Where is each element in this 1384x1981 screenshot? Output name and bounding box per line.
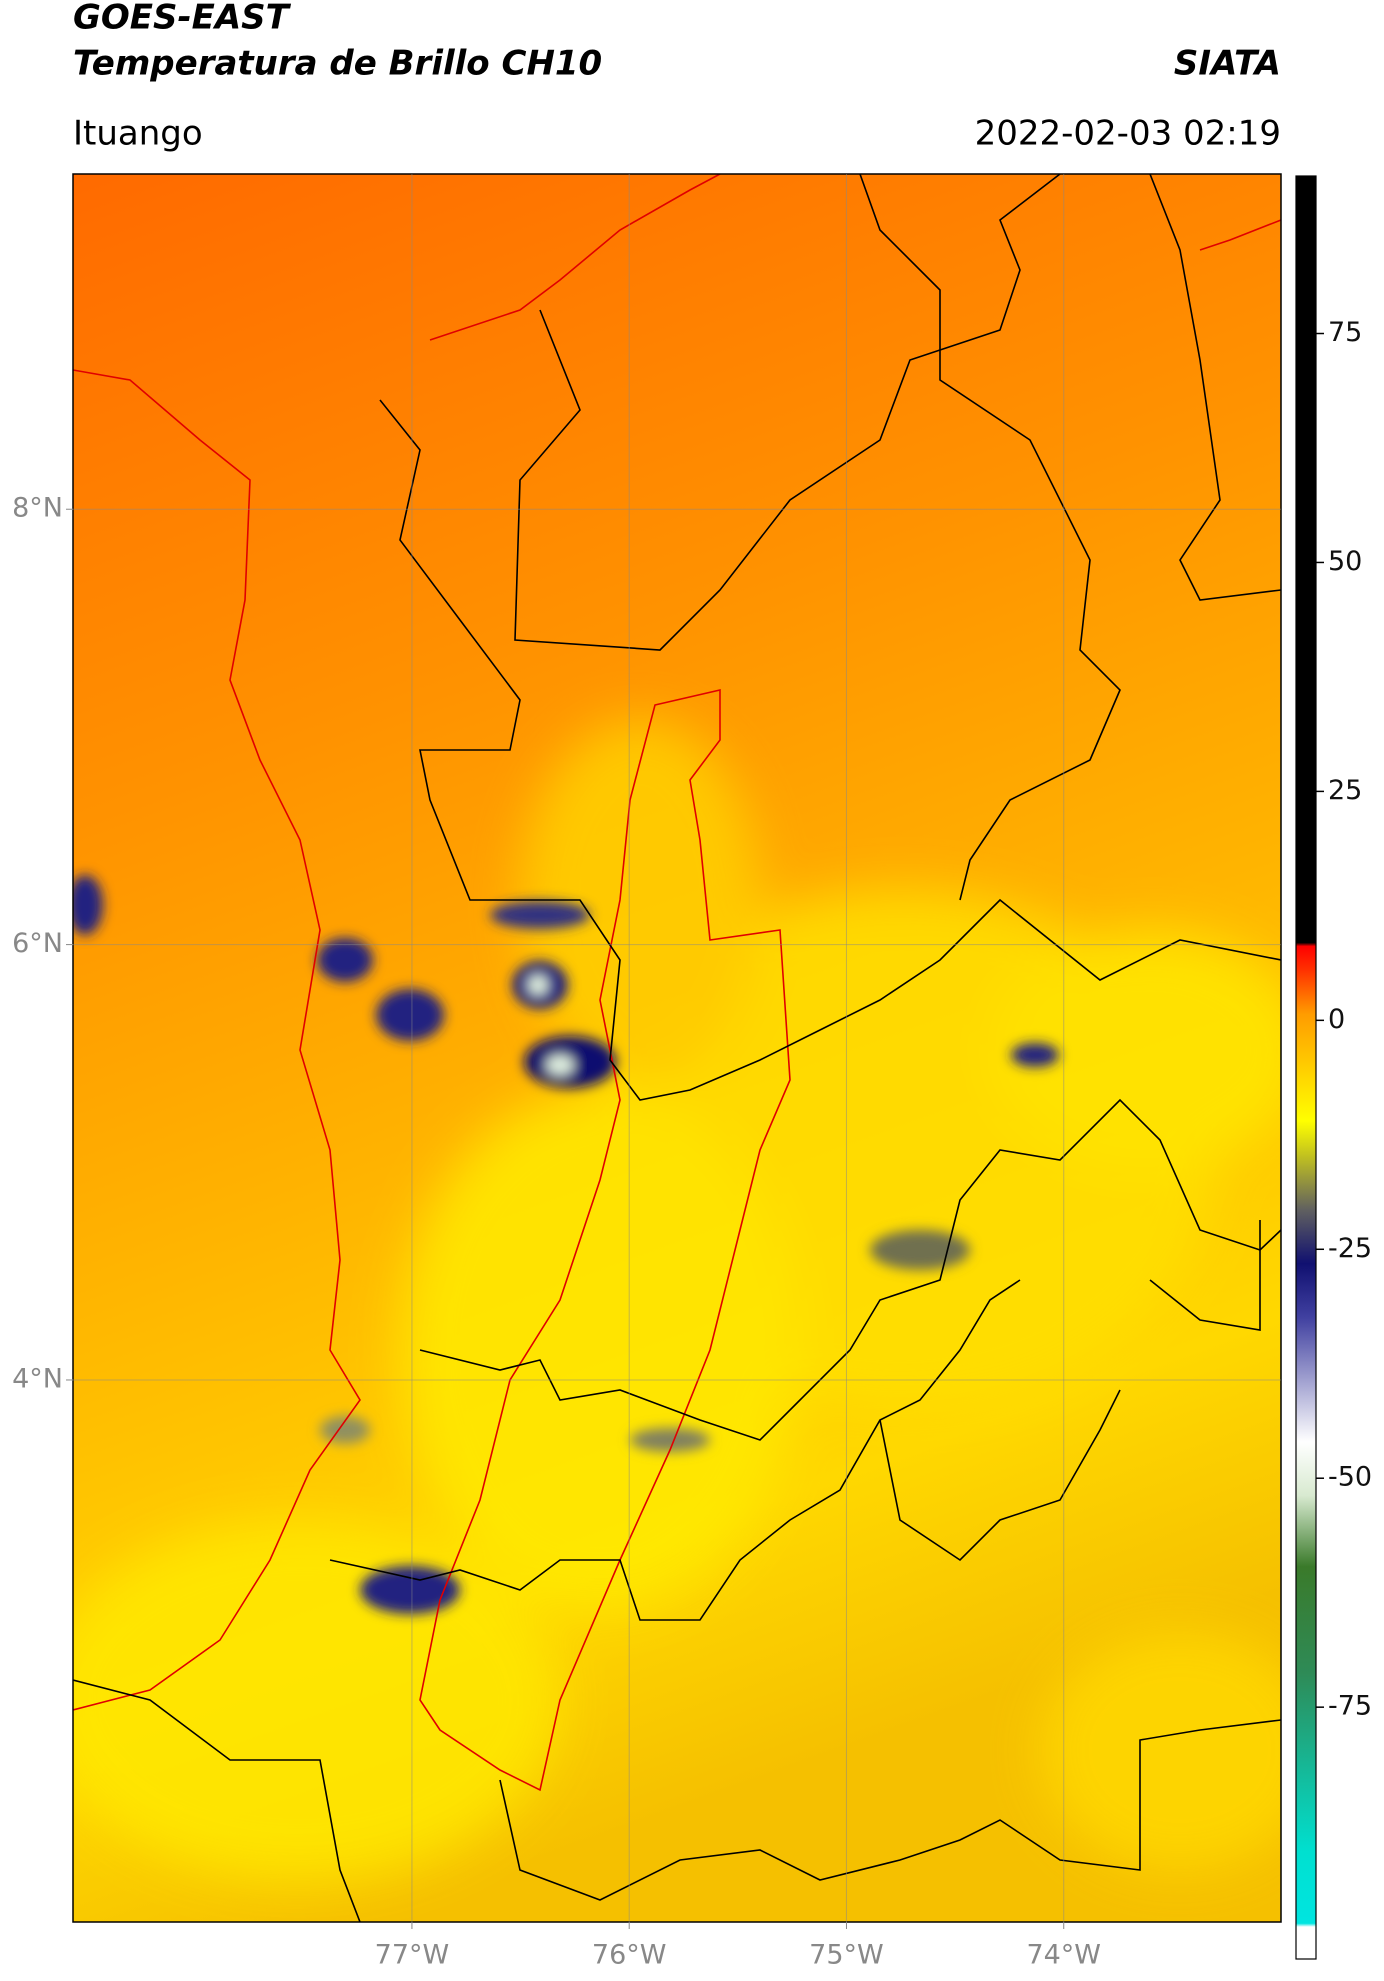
colorbar-tick-label: 75 <box>1328 317 1362 348</box>
title: GOES-EAST <box>73 0 292 38</box>
source: SIATA <box>1174 44 1281 84</box>
map-frame <box>72 173 1282 1923</box>
colorbar-tick-label: 0 <box>1328 1004 1345 1035</box>
location: Ituango <box>73 114 203 154</box>
lon-tick-label: 75°W <box>809 1940 884 1971</box>
lat-tick-label: 6°N <box>12 928 63 959</box>
lat-tick-label: 4°N <box>12 1363 63 1394</box>
colorbar-tick-label: -75 <box>1328 1691 1372 1722</box>
colorbar-tick-label: -25 <box>1328 1233 1372 1264</box>
colorbar-tick-label: 50 <box>1328 546 1362 577</box>
map-image <box>73 174 1281 1922</box>
datetime: 2022-02-03 02:19 <box>975 114 1281 154</box>
colorbar <box>1295 175 1317 1960</box>
colorbar-tick-label: -50 <box>1328 1462 1372 1493</box>
lat-tick-label: 8°N <box>12 493 63 524</box>
lon-tick-label: 74°W <box>1026 1940 1101 1971</box>
lon-tick-label: 77°W <box>375 1940 450 1971</box>
colorbar-tick-label: 25 <box>1328 775 1362 806</box>
lon-tick-label: 76°W <box>592 1940 667 1971</box>
subtitle: Temperatura de Brillo CH10 <box>73 44 602 84</box>
